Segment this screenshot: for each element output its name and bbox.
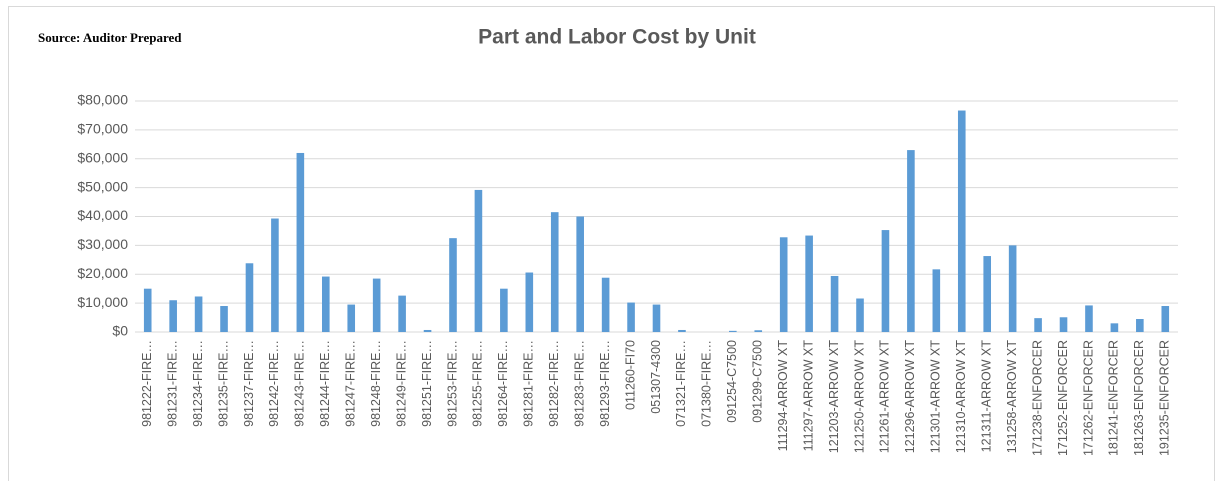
x-tick-label: 981222-FIRE… (140, 340, 154, 427)
bar (194, 296, 203, 332)
x-tick-label: 071321-FIRE… (674, 340, 688, 427)
x-tick-label: 981248-FIRE… (369, 340, 383, 427)
bar (957, 110, 966, 332)
x-tick-label: 981255-FIRE… (471, 340, 485, 427)
bar (1110, 323, 1119, 332)
bar (907, 150, 915, 332)
x-tick-label: 981293-FIRE… (598, 340, 612, 427)
bar (372, 278, 381, 332)
x-tick-label: 121301-ARROW XT (929, 340, 943, 454)
bar (1059, 317, 1068, 332)
y-tick-label: $30,000 (77, 236, 128, 252)
y-tick-label: $10,000 (77, 294, 128, 310)
x-tick-label: 981235-FIRE… (216, 340, 230, 427)
x-tick-label: 171252-ENFORCER (1056, 340, 1070, 456)
chart-frame (8, 6, 1215, 481)
x-tick-label: 981243-FIRE… (293, 340, 307, 427)
x-tick-label: 091299-C7500 (751, 340, 765, 423)
x-tick-label: 181241-ENFORCER (1107, 340, 1121, 456)
x-tick-label: 981264-FIRE… (496, 340, 510, 427)
bar (321, 276, 330, 332)
bar (830, 275, 839, 332)
bar (245, 263, 254, 332)
bar (983, 256, 992, 332)
bar (500, 288, 508, 332)
bar (169, 300, 177, 332)
bar (1008, 245, 1017, 332)
x-tick-label: 111294-ARROW XT (776, 340, 790, 452)
bar (1161, 306, 1170, 332)
x-tick-label: 981253-FIRE… (445, 340, 459, 427)
bar (729, 330, 737, 332)
bar (271, 218, 279, 332)
bar (1085, 305, 1093, 332)
bar (805, 235, 813, 332)
x-tick-label: 981231-FIRE… (165, 340, 179, 427)
x-tick-label: 171238-ENFORCER (1030, 340, 1044, 456)
y-tick-label: $50,000 (77, 178, 128, 194)
bar (601, 277, 610, 332)
x-tick-label: 121311-ARROW XT (980, 340, 994, 453)
bar (143, 288, 152, 332)
x-tick-label: 131258-ARROW XT (1005, 340, 1019, 454)
x-tick-label: 981282-FIRE… (547, 340, 561, 427)
bar (678, 329, 686, 332)
bar (881, 230, 890, 332)
chart-title: Part and Labor Cost by Unit (478, 26, 756, 49)
x-tick-label: 981251-FIRE… (420, 340, 434, 427)
bar (296, 152, 305, 332)
x-tick-label: 011260-FI70 (623, 340, 637, 410)
bar (1034, 318, 1042, 332)
bar (423, 329, 432, 332)
x-tick-label: 981244-FIRE… (318, 340, 332, 427)
x-tick-label: 071380-FIRE… (700, 340, 714, 427)
x-tick-label: 981247-FIRE… (344, 340, 358, 427)
y-tick-label: $70,000 (77, 121, 128, 137)
y-tick-label: $20,000 (77, 265, 128, 281)
bar (652, 304, 661, 332)
x-tick-label: 121310-ARROW XT (954, 340, 968, 454)
x-tick-label: 981237-FIRE… (242, 340, 256, 427)
x-tick-label: 981242-FIRE… (267, 340, 281, 427)
bar (449, 238, 457, 332)
bar (474, 189, 483, 332)
y-tick-label: $80,000 (77, 92, 128, 108)
bar (220, 306, 228, 332)
bar (627, 302, 635, 332)
bar (779, 237, 788, 332)
x-tick-label: 121296-ARROW XT (903, 340, 917, 454)
source-note: Source: Auditor Prepared (38, 30, 182, 45)
x-tick-label: 981249-FIRE… (394, 340, 408, 427)
x-tick-label: 121203-ARROW XT (827, 340, 841, 454)
bar (347, 304, 356, 332)
bar (856, 298, 864, 332)
x-tick-label: 981234-FIRE… (191, 340, 205, 427)
x-tick-label: 051307-4300 (649, 340, 663, 414)
bar (576, 216, 584, 332)
y-tick-label: $40,000 (77, 207, 128, 223)
y-tick-label: $0 (112, 323, 128, 339)
x-tick-label: 981281-FIRE… (522, 340, 536, 427)
bar (525, 272, 534, 332)
y-tick-label: $60,000 (77, 149, 128, 165)
bar (550, 212, 559, 332)
bar (932, 269, 941, 332)
x-tick-label: 191235-ENFORCER (1158, 340, 1172, 456)
bar (754, 330, 763, 332)
x-tick-label: 121250-ARROW XT (852, 340, 866, 454)
x-tick-label: 171262-ENFORCER (1081, 340, 1095, 456)
bar (398, 295, 406, 332)
x-tick-label: 091254-C7500 (725, 340, 739, 423)
x-tick-label: 181263-ENFORCER (1132, 340, 1146, 456)
x-tick-label: 111297-ARROW XT (801, 340, 815, 452)
x-tick-label: 121261-ARROW XT (878, 340, 892, 454)
x-tick-label: 981283-FIRE… (572, 340, 586, 427)
bar (1136, 319, 1144, 332)
